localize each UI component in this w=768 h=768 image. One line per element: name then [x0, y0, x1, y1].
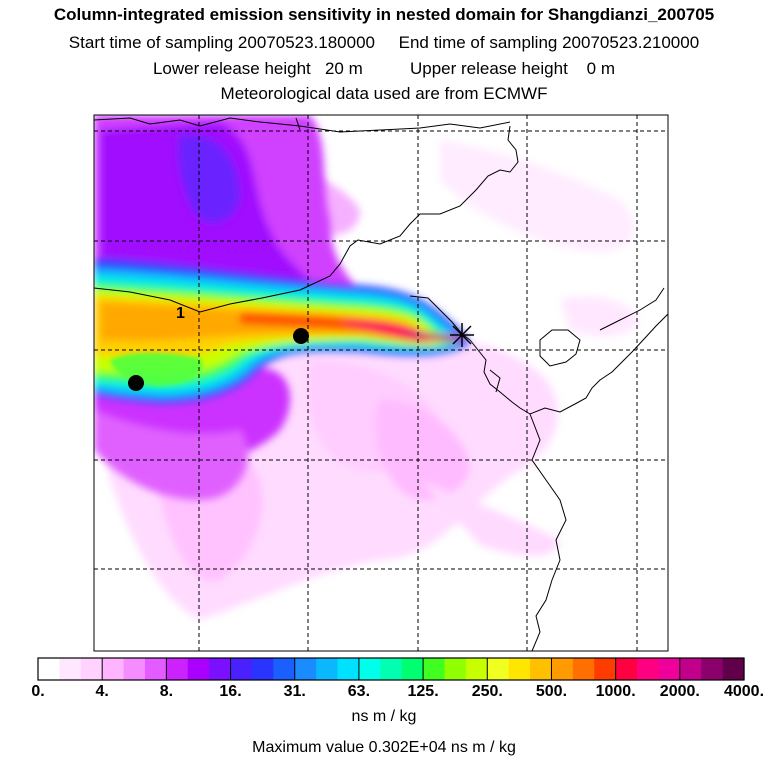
colorbar-tick-label: 125.	[407, 683, 439, 700]
colorbar-frame	[37, 657, 745, 681]
grid-lines	[94, 115, 668, 651]
colorbar-segment	[572, 658, 595, 680]
colorbar-segment	[530, 658, 553, 680]
colorbar-tick-label: 0.	[31, 683, 45, 700]
colorbar-segment	[551, 658, 574, 680]
colorbar-segment	[38, 658, 60, 680]
colorbar-segment	[658, 658, 681, 680]
colorbar-segment	[294, 658, 317, 680]
colorbar-segment	[722, 658, 745, 680]
colorbar-segment	[316, 658, 339, 680]
colorbar-tick-label: 63.	[347, 683, 371, 700]
contour-label: 1	[176, 305, 185, 322]
colorbar-segment	[594, 658, 617, 680]
met-data-line: Meteorological data used are from ECMWF	[220, 84, 548, 103]
receptor-star-icon	[450, 323, 474, 347]
colorbar-segment	[701, 658, 724, 680]
colorbar-tick-label: 16.	[219, 683, 242, 700]
colorbar-segment	[144, 658, 167, 680]
map-frame	[93, 114, 669, 652]
colorbar-segment	[444, 658, 467, 680]
colorbar-tick-label: 500.	[535, 683, 568, 700]
colorbar-segment	[637, 658, 660, 680]
colorbar-tick-label: 4.	[95, 683, 109, 700]
colorbar-tick-label: 1000.	[595, 683, 636, 700]
colorbar-segment	[273, 658, 296, 680]
colorbar-segment	[423, 658, 446, 680]
colorbar-segment	[209, 658, 232, 680]
colorbar-tick-label: 8.	[159, 683, 174, 700]
colorbar-segment	[615, 658, 638, 680]
sampling-time-line: Start time of sampling 20070523.180000 E…	[68, 33, 700, 52]
emission-field	[94, 115, 640, 620]
colorbar-segment	[358, 658, 381, 680]
colorbar-segment	[187, 658, 210, 680]
release-marker	[128, 375, 144, 391]
release-marker	[293, 328, 309, 344]
colorbar-segment	[123, 658, 146, 680]
colorbar-tick-label: 250.	[471, 683, 503, 700]
colorbar-segment	[679, 658, 702, 680]
colorbar-segment	[230, 658, 253, 680]
colorbar-tick-label: 2000.	[659, 683, 700, 700]
colorbar-segment	[251, 658, 274, 680]
colorbar-segment	[102, 658, 125, 680]
colorbar-segment	[465, 658, 488, 680]
colorbar-segment	[80, 658, 103, 680]
colorbar-unit: ns m / kg	[351, 708, 417, 725]
colorbar-segment	[380, 658, 403, 680]
colorbar-segment	[59, 658, 82, 680]
colorbar-segment	[166, 658, 189, 680]
colorbar-segment	[401, 658, 424, 680]
colorbar-segment	[508, 658, 531, 680]
colorbar-segment	[337, 658, 360, 680]
release-height-line: Lower release height 20 m Upper release …	[152, 59, 616, 78]
colorbar-segment	[487, 658, 510, 680]
colorbar	[38, 658, 745, 680]
maximum-value: Maximum value 0.302E+04 ns m / kg	[252, 739, 516, 756]
colorbar-tick-label: 31.	[283, 683, 306, 700]
plot-title: Column-integrated emission sensitivity i…	[53, 5, 715, 24]
colorbar-tick-label: 4000.	[723, 683, 765, 700]
